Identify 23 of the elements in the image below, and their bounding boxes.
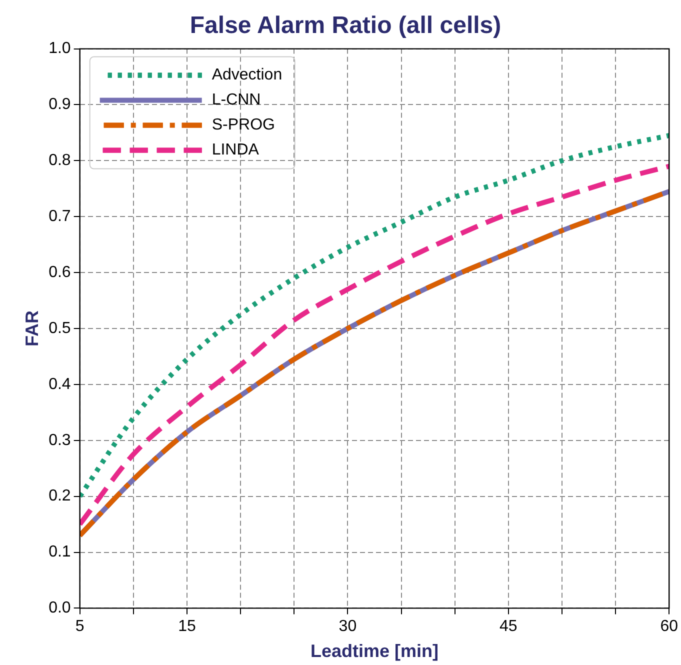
y-tick-label: 0.6 — [48, 264, 71, 281]
y-axis-title: FAR — [22, 310, 42, 346]
chart-title: False Alarm Ratio (all cells) — [190, 12, 502, 40]
legend-label: LINDA — [212, 142, 260, 159]
y-tick-label: 0.7 — [48, 208, 71, 226]
legend-label: L-CNN — [212, 92, 261, 109]
x-tick-label: 30 — [338, 618, 357, 636]
x-axis-title: Leadtime [min] — [310, 641, 438, 662]
y-tick-label: 0.8 — [48, 152, 71, 170]
y-tick-label: 0.2 — [48, 488, 71, 505]
y-tick-label: 0.1 — [48, 544, 71, 561]
y-tick-label: 0.5 — [48, 320, 71, 337]
x-tick-label: 60 — [660, 618, 678, 636]
y-tick-label: 1.0 — [48, 40, 71, 58]
y-tick-label: 0.4 — [48, 376, 71, 393]
x-tick-label: 5 — [75, 618, 84, 636]
y-tick-label: 0.3 — [48, 432, 71, 449]
x-tick-label: 15 — [178, 618, 196, 636]
legend-label: S-PROG — [212, 116, 275, 134]
x-tick-label: 45 — [499, 618, 518, 636]
legend-label: Advection — [212, 66, 282, 84]
y-tick-label: 0.9 — [48, 96, 71, 114]
y-tick-label: 0.0 — [48, 600, 71, 617]
